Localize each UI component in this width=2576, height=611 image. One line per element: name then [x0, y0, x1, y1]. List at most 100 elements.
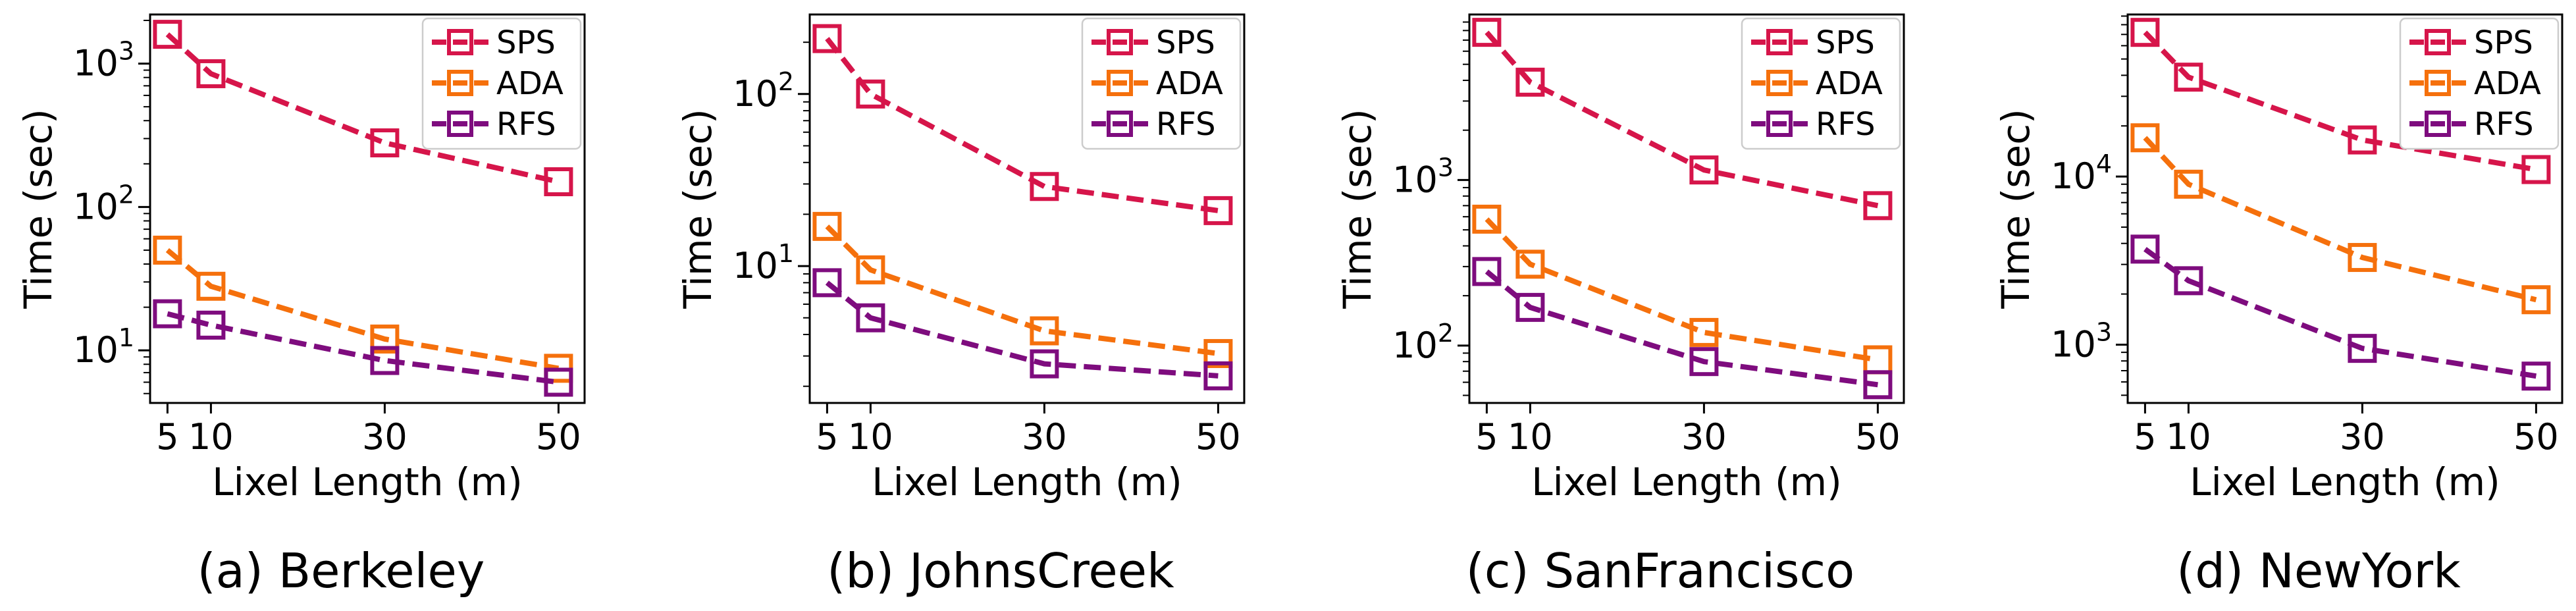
series-line-rfs — [1485, 269, 1878, 388]
chart-panel-4: 103 104 5 10 30 50 Lixel Length (m) Time (sec) (… — [1993, 13, 2563, 598]
legend-label-rfs: RFS — [2474, 106, 2534, 143]
data-point-ada — [1515, 250, 1545, 279]
legend-label-ada: ADA — [1816, 65, 1883, 102]
legend-marker-ada — [447, 70, 473, 96]
y-tick-label: 101 — [73, 323, 134, 371]
data-point-rfs — [1030, 349, 1059, 379]
data-point-rfs — [2174, 266, 2203, 296]
legend-marker-rfs — [2425, 111, 2451, 137]
legend-marker-sps — [1107, 29, 1133, 55]
legend-marker-sps — [1766, 29, 1793, 55]
x-tick-label: 30 — [362, 416, 407, 458]
x-axis-label: Lixel Length (m) — [2190, 460, 2500, 504]
y-tick-label: 103 — [1392, 153, 1454, 200]
data-point-rfs — [544, 367, 573, 397]
y-tick-label: 102 — [733, 67, 794, 115]
data-point-rfs — [1689, 347, 1719, 377]
data-point-rfs — [196, 310, 226, 340]
x-tick-label: 30 — [1022, 416, 1067, 458]
legend-label-sps: SPS — [1156, 24, 1215, 61]
x-axis-label: Lixel Length (m) — [872, 460, 1182, 504]
data-point-ada — [2174, 169, 2203, 199]
legend-box — [1741, 17, 1901, 150]
data-point-ada — [812, 211, 842, 241]
data-point-ada — [1030, 316, 1059, 346]
legend-marker-sps — [2425, 29, 2451, 55]
x-axis-label: Lixel Length (m) — [212, 460, 522, 504]
chart-panel-3: 102 103 5 10 30 50 Lixel Length (m) Time (sec) (… — [1335, 13, 1905, 598]
chart-panel-1: 101 102 103 5 10 30 50 Lixel Length (m) Time (se… — [16, 13, 586, 598]
y-tick-label: 103 — [2051, 317, 2112, 365]
subplot-caption: (a) Berkeley — [197, 543, 485, 598]
y-tick-label: 101 — [733, 239, 794, 286]
legend: SPS ADA RFS — [1741, 17, 1901, 150]
x-tick-label: 10 — [1508, 416, 1553, 458]
y-tick-label: 103 — [73, 37, 134, 84]
series-line-sps — [825, 37, 1219, 213]
series-line-sps — [165, 32, 560, 184]
legend: SPS ADA RFS — [2399, 17, 2560, 150]
legend-label-rfs: RFS — [496, 106, 556, 143]
data-point-rfs — [2130, 234, 2160, 264]
subplot-caption: (b) JohnsCreek — [827, 543, 1174, 598]
x-tick-label: 10 — [2166, 416, 2211, 458]
x-tick-label: 10 — [848, 416, 893, 458]
x-tick-label: 30 — [2340, 416, 2385, 458]
plot-area — [2126, 13, 2563, 404]
data-point-rfs — [1472, 257, 1502, 286]
data-point-rfs — [1515, 292, 1545, 322]
y-tick-label: 102 — [73, 180, 134, 227]
legend-label-rfs: RFS — [1816, 106, 1876, 143]
data-point-ada — [2521, 285, 2551, 315]
data-point-rfs — [856, 303, 885, 332]
x-tick-label: 50 — [2513, 416, 2559, 458]
legend-marker-rfs — [1766, 111, 1793, 137]
x-tick-label: 5 — [816, 416, 838, 458]
legend-box — [2399, 17, 2560, 150]
data-point-ada — [1203, 338, 1233, 368]
legend-label-rfs: RFS — [1156, 106, 1216, 143]
data-point-sps — [2174, 63, 2203, 92]
legend: SPS ADA RFS — [1081, 17, 1242, 150]
data-point-ada — [370, 324, 400, 354]
data-point-sps — [370, 128, 400, 157]
series-line-rfs — [167, 311, 559, 385]
y-axis-label: Time (sec) — [1335, 109, 1380, 309]
legend-marker-ada — [2425, 70, 2451, 96]
legend-marker-rfs — [1107, 111, 1133, 137]
data-point-sps — [1515, 67, 1545, 97]
legend-label-ada: ADA — [2474, 65, 2541, 102]
x-tick-label: 30 — [1681, 416, 1727, 458]
plot-area — [1468, 13, 1905, 404]
data-point-sps — [544, 167, 573, 197]
data-point-ada — [2348, 243, 2377, 273]
data-point-sps — [856, 79, 885, 109]
legend-label-ada: ADA — [1156, 65, 1223, 102]
series-line-sps — [1485, 30, 1879, 209]
x-axis-label: Lixel Length (m) — [1531, 460, 1841, 504]
x-tick-label: 5 — [2134, 416, 2156, 458]
data-point-ada — [1689, 317, 1719, 347]
y-tick-label: 104 — [2051, 149, 2112, 197]
data-point-rfs — [2521, 361, 2551, 391]
y-axis-label: Time (sec) — [675, 109, 720, 309]
x-tick-label: 5 — [156, 416, 178, 458]
data-point-rfs — [1863, 370, 1893, 400]
legend-label-sps: SPS — [496, 24, 556, 61]
data-point-sps — [1030, 172, 1059, 201]
series-line-ada — [825, 225, 1219, 356]
plot-area — [808, 13, 1246, 404]
x-tick-label: 50 — [536, 416, 581, 458]
data-point-sps — [2348, 125, 2377, 155]
data-point-sps — [2521, 155, 2551, 184]
data-point-ada — [196, 271, 226, 301]
legend-label-sps: SPS — [2474, 24, 2533, 61]
data-point-ada — [2130, 123, 2160, 153]
legend-marker-sps — [447, 29, 473, 55]
data-point-rfs — [153, 299, 182, 329]
subplot-caption: (d) NewYork — [2176, 543, 2461, 598]
data-point-ada — [153, 235, 182, 265]
legend-label-ada: ADA — [496, 65, 564, 102]
data-point-ada — [1472, 204, 1502, 234]
